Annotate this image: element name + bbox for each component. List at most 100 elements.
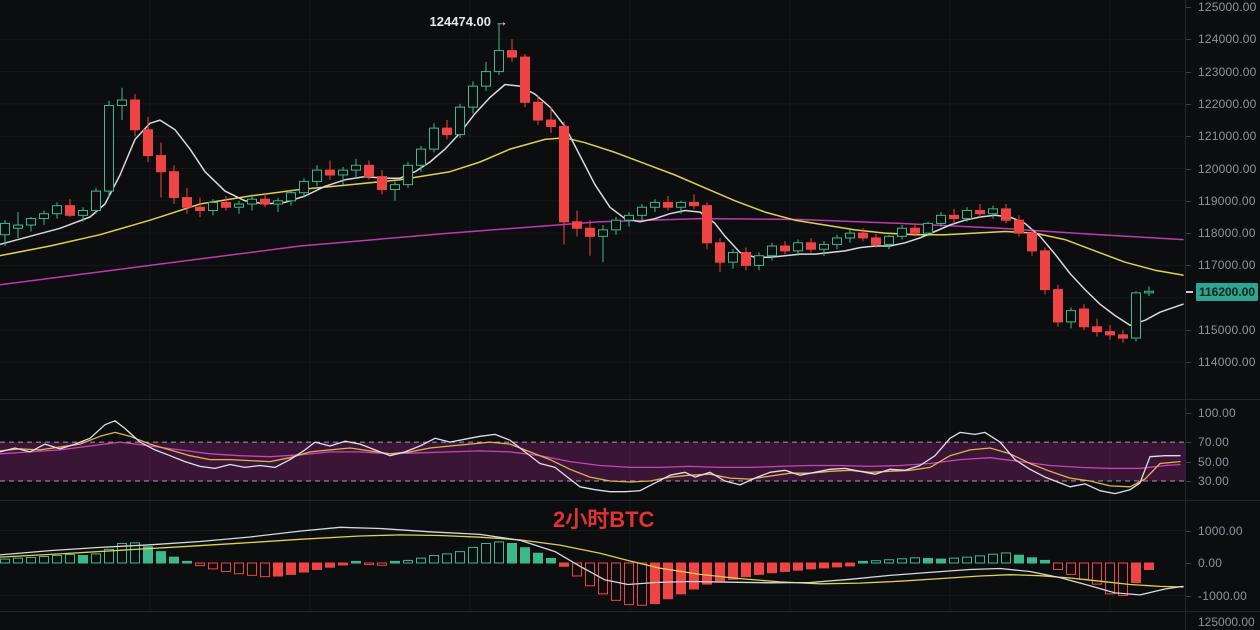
price-axis-label: 114000.00 (1198, 355, 1256, 370)
macd-histogram-bar (988, 553, 998, 564)
candle (689, 194, 699, 209)
candle-body (507, 50, 517, 58)
oscillator-band (0, 442, 1185, 481)
candle (858, 228, 868, 242)
macd-histogram-bar (793, 562, 803, 571)
candle (1040, 247, 1050, 295)
macd-histogram-bar (156, 551, 166, 564)
candle (1105, 325, 1115, 340)
price-axis-label: 121000.00 (1198, 129, 1257, 144)
macd-histogram-bar (286, 562, 296, 575)
candle (1053, 284, 1063, 327)
candle-body (1053, 289, 1063, 323)
candle (793, 239, 803, 256)
candle (806, 237, 816, 253)
candle (403, 162, 413, 188)
oscillator-axis-label: 70.00 (1198, 435, 1230, 450)
candle (1079, 304, 1089, 330)
candle-body (26, 218, 36, 226)
macd-histogram-bar (403, 559, 413, 564)
peak-price-annotation: 124474.00 → (408, 14, 508, 29)
axis-tick (1186, 71, 1191, 73)
candle (39, 210, 49, 226)
candle (832, 234, 842, 250)
macd-histogram-bar (1105, 562, 1115, 595)
macd-histogram-bar (91, 553, 101, 564)
macd-histogram-bar (416, 557, 426, 564)
macd-histogram-bar (143, 546, 153, 564)
candle-body (1092, 326, 1102, 333)
macd-histogram-bar (260, 562, 270, 578)
macd-histogram-bar (975, 555, 985, 564)
candle-body (52, 205, 62, 215)
candle-body (1118, 334, 1128, 339)
peak-price-label: 124474.00 (429, 14, 491, 29)
candle-body (364, 164, 374, 178)
candle (1001, 204, 1011, 224)
macd-histogram-bar (169, 556, 179, 564)
axis-tick (1186, 168, 1191, 170)
candle-body (650, 201, 660, 208)
oscillator-fast-line (0, 420, 1181, 495)
candle (728, 249, 738, 269)
candle (845, 229, 855, 243)
candle (104, 100, 114, 198)
candle-body (871, 237, 881, 245)
candle (195, 197, 205, 217)
candle-body (117, 99, 127, 107)
macd-line (0, 526, 1184, 596)
macd-histogram-bar (871, 560, 881, 564)
candle (377, 170, 387, 195)
candle-body (429, 127, 439, 150)
macd-histogram-bar (442, 553, 452, 564)
candle (533, 95, 543, 125)
candle-body (884, 235, 894, 245)
candle-body (845, 232, 855, 239)
candle (416, 145, 426, 172)
oscillator-axis-label: 30.00 (1198, 473, 1230, 488)
candle-body (325, 169, 335, 176)
price-axis-label: 120000.00 (1198, 161, 1257, 176)
macd-histogram-bar (897, 558, 907, 564)
macd-axis-label: 0.00 (1198, 556, 1223, 570)
candle (702, 202, 712, 250)
macd-signal-line (0, 534, 1184, 588)
candle (0, 220, 10, 247)
macd-histogram-bar (130, 542, 140, 564)
candle (741, 247, 751, 271)
candle-body (819, 243, 829, 250)
candle-body (143, 129, 153, 157)
candle-body (1001, 208, 1011, 221)
candle-body (65, 205, 75, 216)
candle-body (299, 180, 309, 194)
candle (91, 187, 101, 214)
macd-histogram-bar (1079, 562, 1089, 580)
macd-histogram-bar (221, 562, 231, 572)
candle (715, 237, 725, 272)
candle (351, 158, 361, 179)
candle-body (1040, 250, 1050, 291)
candle (260, 192, 270, 208)
candle-body (403, 164, 413, 186)
candle (221, 195, 231, 211)
macd-histogram-bar (52, 555, 62, 564)
candle (520, 53, 530, 108)
price-axis-label: 123000.00 (1198, 64, 1257, 79)
macd-histogram-bar (338, 562, 348, 566)
axis-tick (1186, 442, 1191, 444)
macd-histogram-bar (1144, 562, 1154, 570)
candle (962, 207, 972, 222)
candle-body (338, 169, 348, 176)
macd-histogram-bar (546, 557, 556, 564)
candle (455, 103, 465, 138)
candle (663, 195, 673, 211)
macd-histogram-bar (390, 560, 400, 564)
candle-body (247, 198, 257, 205)
candle-body (962, 209, 972, 220)
candle-body (1144, 290, 1154, 294)
candle-body (702, 205, 712, 244)
candle-body (975, 209, 985, 215)
candle-body (832, 237, 842, 245)
